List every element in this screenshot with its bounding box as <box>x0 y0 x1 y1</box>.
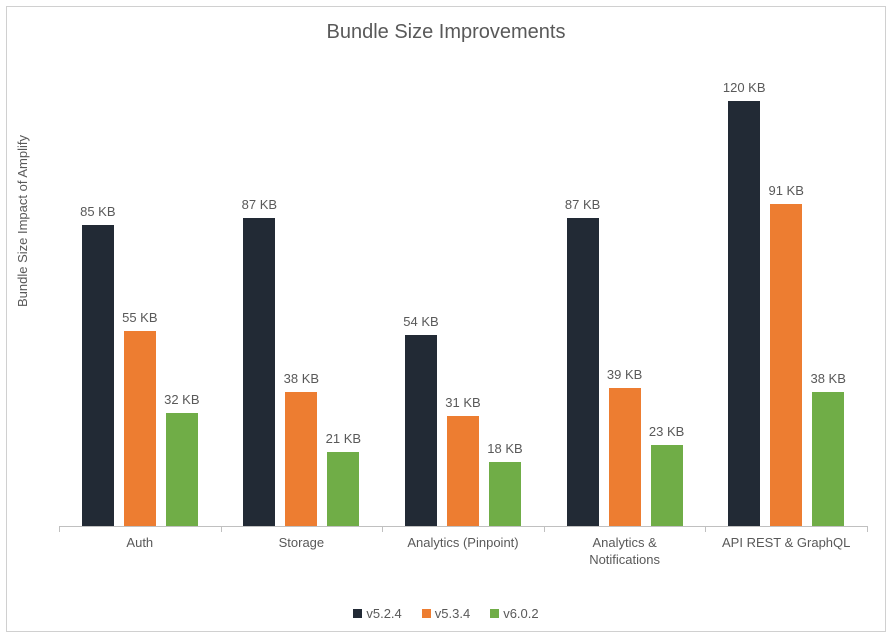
chart-title: Bundle Size Improvements <box>7 7 885 44</box>
bar-value-label: 85 KB <box>80 204 115 225</box>
bar-value-label: 38 KB <box>810 371 845 392</box>
bar: 55 KB <box>124 331 156 526</box>
bar-value-label: 87 KB <box>242 197 277 218</box>
category-label: Analytics &Notifications <box>544 535 706 569</box>
bar-group: 54 KB 31 KB 18 KB <box>405 67 521 526</box>
bar: 32 KB <box>166 413 198 526</box>
legend-text: v5.2.4 <box>366 606 401 621</box>
bar-group: 85 KB 55 KB 32 KB <box>82 67 198 526</box>
legend-text: v6.0.2 <box>503 606 538 621</box>
legend-item: v6.0.2 <box>490 605 538 621</box>
bar: 18 KB <box>489 462 521 526</box>
x-tick <box>59 526 60 532</box>
x-tick <box>544 526 545 532</box>
bar-group: 87 KB 38 KB 21 KB <box>243 67 359 526</box>
category-label: Storage <box>221 535 383 552</box>
category-label: Auth <box>59 535 221 552</box>
bar-value-label: 91 KB <box>768 183 803 204</box>
bar-value-label: 55 KB <box>122 310 157 331</box>
x-tick <box>705 526 706 532</box>
bar-value-label: 54 KB <box>403 314 438 335</box>
bar: 85 KB <box>82 225 114 526</box>
bar: 21 KB <box>327 452 359 526</box>
bar: 38 KB <box>812 392 844 526</box>
bar: 87 KB <box>567 218 599 526</box>
bar-value-label: 31 KB <box>445 395 480 416</box>
bar: 120 KB <box>728 101 760 526</box>
bar-value-label: 39 KB <box>607 367 642 388</box>
x-tick <box>382 526 383 532</box>
legend-swatch <box>353 609 362 618</box>
bar: 87 KB <box>243 218 275 526</box>
legend: v5.2.4 v5.3.4 v6.0.2 <box>7 605 885 621</box>
x-tick <box>221 526 222 532</box>
bar-value-label: 38 KB <box>284 371 319 392</box>
bar: 38 KB <box>285 392 317 526</box>
legend-swatch <box>422 609 431 618</box>
x-tick <box>867 526 868 532</box>
bar-value-label: 21 KB <box>326 431 361 452</box>
bar-value-label: 23 KB <box>649 424 684 445</box>
bar: 31 KB <box>447 416 479 526</box>
bar-value-label: 32 KB <box>164 392 199 413</box>
category-label: Analytics (Pinpoint) <box>382 535 544 552</box>
legend-swatch <box>490 609 499 618</box>
bar-value-label: 87 KB <box>565 197 600 218</box>
plot-area: 85 KB 55 KB 32 KB 87 KB 38 KB 21 KB 54 KB 31 KB… <box>59 67 867 527</box>
y-axis-label: Bundle Size Impact of Amplify <box>15 135 30 307</box>
legend-item: v5.3.4 <box>422 605 470 621</box>
legend-text: v5.3.4 <box>435 606 470 621</box>
bar: 91 KB <box>770 204 802 526</box>
bar-group: 87 KB 39 KB 23 KB <box>567 67 683 526</box>
legend-item: v5.2.4 <box>353 605 401 621</box>
bar-value-label: 18 KB <box>487 441 522 462</box>
chart-frame: Bundle Size Improvements Bundle Size Imp… <box>6 6 886 632</box>
bar: 23 KB <box>651 445 683 526</box>
category-label: API REST & GraphQL <box>705 535 867 552</box>
bar: 54 KB <box>405 335 437 526</box>
bar-group: 120 KB 91 KB 38 KB <box>728 67 844 526</box>
bar: 39 KB <box>609 388 641 526</box>
bar-value-label: 120 KB <box>723 80 766 101</box>
